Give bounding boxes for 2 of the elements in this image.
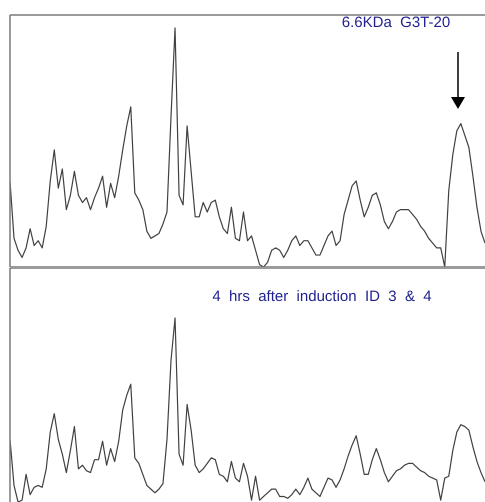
text: 4 hrs after induction ID 3 & 4 bbox=[212, 288, 432, 306]
annotation: 6.6KDa G3T-20 bbox=[342, 14, 450, 32]
